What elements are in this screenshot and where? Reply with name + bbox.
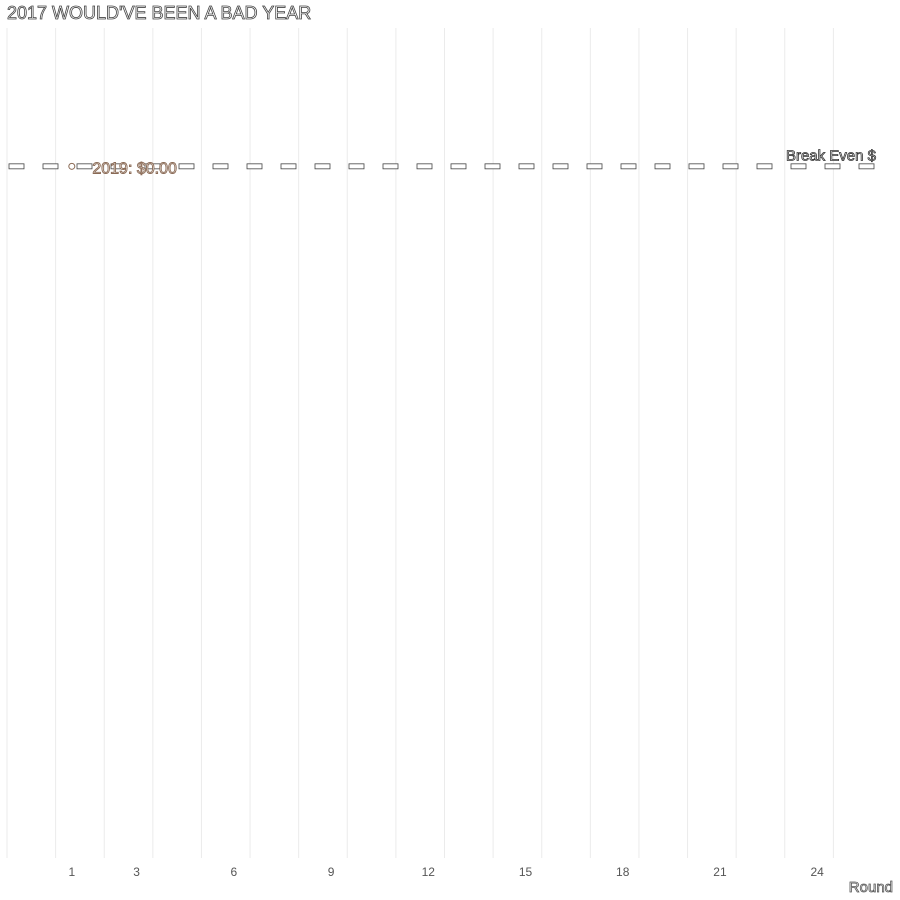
break-even-dash — [416, 163, 433, 170]
grid-layer — [6, 28, 834, 858]
break-even-dash — [76, 163, 93, 170]
break-even-line — [8, 163, 875, 170]
break-even-dash — [314, 163, 331, 170]
break-even-dash — [246, 163, 263, 170]
break-even-dash — [42, 163, 59, 170]
break-even-dash — [8, 163, 25, 170]
break-even-dash — [620, 163, 637, 170]
break-even-dash — [688, 163, 705, 170]
break-even-dash — [722, 163, 739, 170]
chart-title: 2017 WOULD'VE BEEN A BAD YEAR — [7, 3, 312, 24]
break-even-dash — [212, 163, 229, 170]
x-tick-label: 6 — [231, 865, 238, 879]
data-point — [68, 162, 76, 170]
break-even-dash — [144, 163, 161, 170]
break-even-dash — [586, 163, 603, 170]
break-even-dash — [450, 163, 467, 170]
x-tick-label: 9 — [328, 865, 335, 879]
break-even-dash — [280, 163, 297, 170]
break-even-dash — [552, 163, 569, 170]
x-tick-label: 24 — [811, 865, 825, 879]
break-even-dash — [484, 163, 501, 170]
x-axis-title: Round — [849, 879, 893, 896]
break-even-dash — [824, 163, 841, 170]
break-even-dash — [756, 163, 773, 170]
break-even-dash — [790, 163, 807, 170]
break-even-dash — [178, 163, 195, 170]
break-even-label: Break Even $ — [786, 147, 877, 164]
x-tick-label: 12 — [422, 865, 436, 879]
break-even-dash — [654, 163, 671, 170]
break-even-dash — [518, 163, 535, 170]
data-marks: 2019: $0.00 — [68, 160, 177, 178]
x-tick-label: 15 — [519, 865, 533, 879]
break-even-dash — [858, 163, 875, 170]
x-tick-label: 1 — [68, 865, 75, 879]
x-axis-ticks: 1 3 6 9 12 15 18 21 24 — [68, 865, 824, 879]
x-tick-label: 18 — [616, 865, 630, 879]
year-annotation: 2019: $0.00 — [92, 160, 177, 177]
break-even-dash — [110, 163, 127, 170]
x-tick-label: 3 — [133, 865, 140, 879]
x-tick-label: 21 — [713, 865, 727, 879]
break-even-dash — [348, 163, 365, 170]
break-even-dash — [382, 163, 399, 170]
